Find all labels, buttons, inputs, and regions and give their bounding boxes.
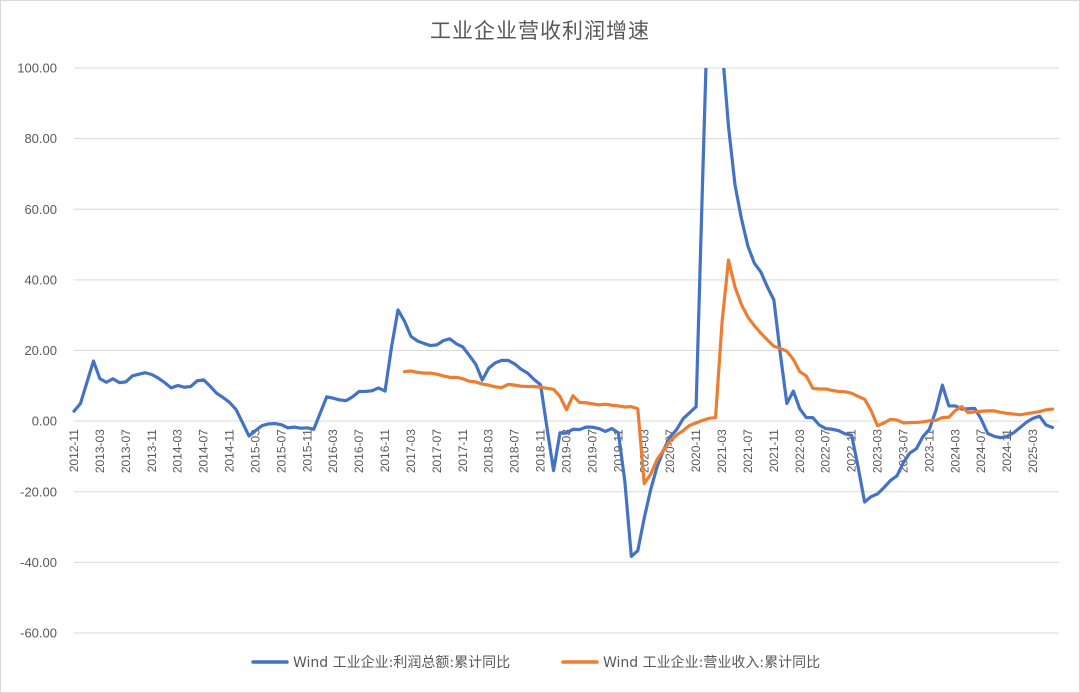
x-tick-label: 2017-07 xyxy=(430,429,444,473)
x-tick-label: 2022-07 xyxy=(819,429,833,473)
y-tick-label: -40.00 xyxy=(20,555,57,570)
x-tick-label: 2022-11 xyxy=(845,429,859,472)
x-tick-label: 2020-11 xyxy=(689,429,703,472)
y-tick-label: 0.00 xyxy=(32,414,57,429)
series-line-revenue xyxy=(402,258,1055,486)
x-tick-label: 2025-03 xyxy=(1026,429,1040,473)
series-layer xyxy=(72,68,1055,558)
x-tick-label: 2021-03 xyxy=(715,429,729,473)
y-axis: 100.00 80.00 60.00 40.00 20.00 0.00 -20.00 -40.… xyxy=(17,61,57,641)
x-tick-label: 2019-03 xyxy=(560,429,574,473)
y-tick-label: 100.00 xyxy=(17,61,57,76)
x-tick-label: 2024-07 xyxy=(974,429,988,473)
x-tick-label: 2015-03 xyxy=(248,429,262,473)
x-tick-label: 2023-11 xyxy=(922,429,936,472)
y-tick-label: 40.00 xyxy=(24,272,57,287)
x-tick-label: 2024-11 xyxy=(1000,429,1014,472)
legend: Wind 工业企业:利润总额:累计同比 Wind 工业企业:营业收入:累计同比 xyxy=(251,654,820,671)
x-tick-label: 2023-03 xyxy=(871,429,885,473)
y-tick-label: -60.00 xyxy=(20,626,57,641)
x-axis: 2012-11 2013-03 2013-07 2013-11 2014-03 2014-… xyxy=(67,429,1040,473)
x-tick-label: 2019-07 xyxy=(585,429,599,473)
x-tick-label: 2016-03 xyxy=(326,429,340,473)
x-tick-label: 2017-03 xyxy=(404,429,418,473)
x-tick-label: 2015-11 xyxy=(300,429,314,472)
x-tick-label: 2023-07 xyxy=(896,429,910,473)
y-tick-label: 80.00 xyxy=(24,131,57,146)
y-tick-label: 20.00 xyxy=(24,343,57,358)
x-tick-label: 2020-07 xyxy=(663,429,677,473)
x-tick-label: 2018-07 xyxy=(508,429,522,473)
x-tick-label: 2014-07 xyxy=(197,429,211,473)
x-tick-label: 2016-11 xyxy=(378,429,392,472)
x-tick-label: 2024-03 xyxy=(948,429,962,473)
x-tick-label: 2014-11 xyxy=(223,429,237,472)
x-tick-label: 2013-11 xyxy=(145,429,159,472)
legend-label: Wind 工业企业:营业收入:累计同比 xyxy=(603,654,820,671)
x-tick-label: 2013-03 xyxy=(93,429,107,473)
x-tick-label: 2014-03 xyxy=(171,429,185,473)
y-tick-label: -20.00 xyxy=(20,484,57,499)
x-tick-label: 2016-07 xyxy=(352,429,366,473)
x-tick-label: 2017-11 xyxy=(456,429,470,472)
x-tick-label: 2018-11 xyxy=(534,429,548,472)
chart-title: 工业企业营收利润增速 xyxy=(430,19,650,43)
legend-label: Wind 工业企业:利润总额:累计同比 xyxy=(293,654,510,671)
x-tick-label: 2012-11 xyxy=(67,429,81,472)
x-tick-label: 2021-11 xyxy=(767,429,781,472)
x-tick-label: 2013-07 xyxy=(119,429,133,473)
x-tick-label: 2015-07 xyxy=(274,429,288,473)
x-tick-label: 2022-03 xyxy=(793,429,807,473)
y-gridlines xyxy=(74,67,1059,634)
series-line-profit xyxy=(72,68,1055,558)
x-tick-label: 2018-03 xyxy=(482,429,496,473)
y-tick-label: 60.00 xyxy=(24,202,57,217)
x-tick-label: 2021-07 xyxy=(741,429,755,473)
